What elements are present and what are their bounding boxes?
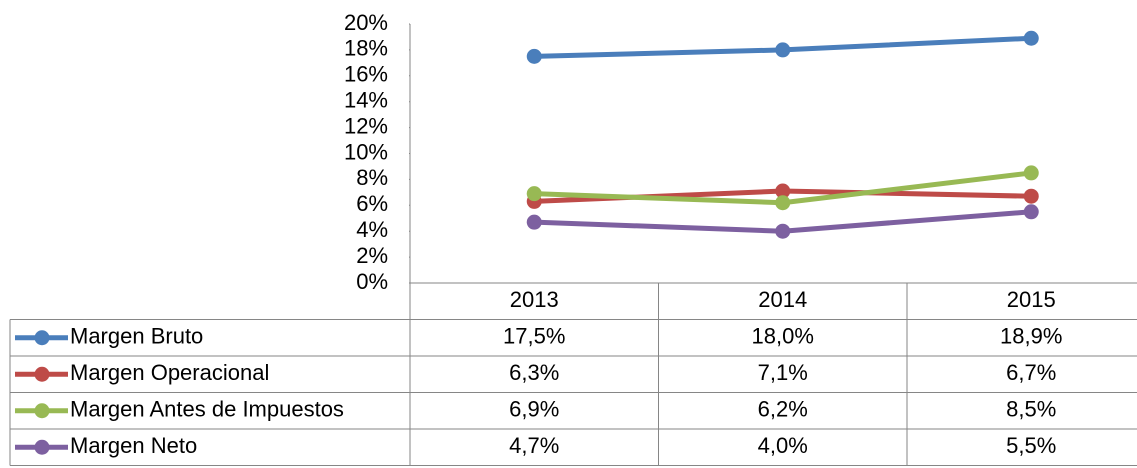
x-tick-label: 2013 xyxy=(510,287,559,312)
y-tick-label: 4% xyxy=(356,217,388,242)
data-label: 18,0% xyxy=(752,324,814,349)
legend-key-marker xyxy=(34,439,50,455)
legend-label: Margen Operacional xyxy=(70,360,269,385)
legend-label: Margen Neto xyxy=(70,433,197,458)
data-label: 5,5% xyxy=(1006,433,1056,458)
legend-label: Margen Antes de Impuestos xyxy=(70,397,344,422)
data-label: 4,7% xyxy=(509,433,559,458)
y-tick-label: 8% xyxy=(356,165,388,190)
series-marker xyxy=(775,195,791,211)
legend-key-marker xyxy=(34,403,50,419)
series-marker xyxy=(775,223,791,239)
series-marker xyxy=(1023,204,1039,220)
series-marker xyxy=(1023,165,1039,181)
y-tick-label: 10% xyxy=(344,139,388,164)
data-label: 6,7% xyxy=(1006,360,1056,385)
data-label: 6,3% xyxy=(509,360,559,385)
y-tick-label: 14% xyxy=(344,88,388,113)
series-marker xyxy=(1023,188,1039,204)
series-marker xyxy=(775,42,791,58)
series-marker xyxy=(1023,30,1039,46)
y-tick-label: 18% xyxy=(344,36,388,61)
y-tick-label: 6% xyxy=(356,191,388,216)
data-label: 8,5% xyxy=(1006,397,1056,422)
legend-key-marker xyxy=(34,366,50,382)
x-tick-label: 2014 xyxy=(758,287,807,312)
series-marker xyxy=(526,186,542,202)
y-tick-label: 12% xyxy=(344,113,388,138)
data-label: 7,1% xyxy=(758,360,808,385)
series-marker xyxy=(526,48,542,64)
y-tick-label: 16% xyxy=(344,62,388,87)
data-label: 17,5% xyxy=(503,324,565,349)
y-tick-label: 20% xyxy=(344,10,388,35)
legend-label: Margen Bruto xyxy=(70,324,203,349)
data-label: 6,2% xyxy=(758,397,808,422)
series-marker xyxy=(526,214,542,230)
y-tick-label: 2% xyxy=(356,243,388,268)
data-label: 4,0% xyxy=(758,433,808,458)
x-tick-label: 2015 xyxy=(1007,287,1056,312)
y-tick-label: 0% xyxy=(356,269,388,294)
legend-key-marker xyxy=(34,330,50,346)
data-label: 18,9% xyxy=(1000,324,1062,349)
series-marker xyxy=(775,183,791,199)
data-label: 6,9% xyxy=(509,397,559,422)
